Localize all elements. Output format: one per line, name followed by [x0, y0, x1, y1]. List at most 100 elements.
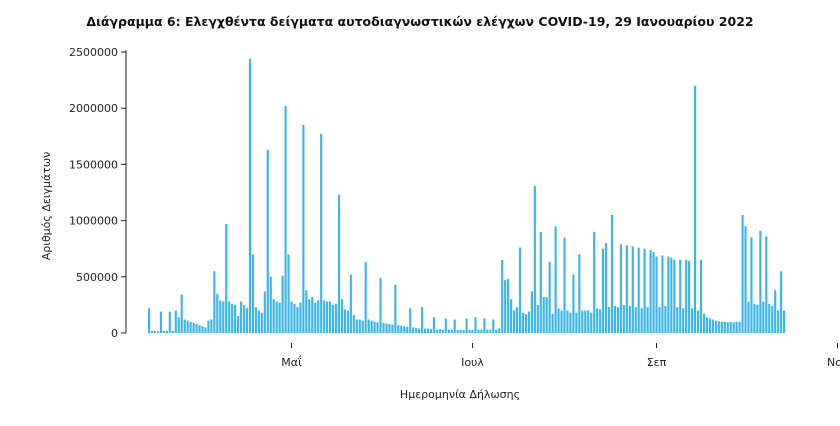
bar — [343, 309, 346, 333]
bar — [539, 231, 542, 333]
bar — [248, 58, 252, 334]
bar — [599, 309, 602, 333]
y-axis-label: Αριθμός Δειγμάτων — [40, 152, 53, 261]
bar — [234, 304, 237, 333]
bar — [192, 322, 195, 333]
bar — [515, 307, 519, 333]
bar — [323, 300, 326, 333]
bar — [349, 274, 352, 333]
bar — [664, 306, 667, 333]
bar — [492, 319, 495, 333]
bar — [237, 316, 240, 333]
bar — [198, 325, 201, 333]
bar — [551, 313, 554, 333]
bar — [162, 330, 165, 333]
bar — [542, 297, 545, 333]
bar — [453, 319, 456, 333]
bar — [148, 308, 151, 333]
bar — [524, 313, 528, 333]
bar — [581, 310, 584, 333]
bar — [613, 306, 617, 333]
bar — [607, 307, 611, 333]
bar — [557, 308, 560, 333]
x-tick-label: Ιουλ — [461, 356, 484, 369]
bar — [533, 185, 536, 333]
bar — [213, 271, 216, 333]
bar — [409, 308, 412, 333]
bar — [530, 291, 533, 333]
bar — [604, 243, 608, 333]
bar — [498, 328, 501, 333]
bar — [783, 310, 786, 333]
bar — [578, 254, 581, 333]
bar — [391, 324, 394, 333]
bar — [216, 293, 219, 333]
bar — [358, 319, 361, 333]
bar — [275, 301, 278, 333]
x-axis-label: Ημερομηνία Δήλωσης — [400, 388, 520, 401]
bar — [717, 321, 720, 333]
bar — [355, 319, 358, 333]
bar — [726, 322, 729, 333]
bar — [352, 315, 355, 333]
bar — [765, 236, 768, 333]
bar — [501, 259, 504, 333]
bar — [480, 329, 483, 333]
bar — [513, 310, 516, 333]
bar — [334, 303, 338, 333]
bar — [507, 279, 510, 333]
y-tick-label: 2500000 — [69, 46, 118, 59]
y-tick-label: 2000000 — [69, 102, 118, 115]
bar — [756, 304, 759, 333]
bar — [406, 326, 409, 333]
bar — [423, 328, 427, 333]
bar — [468, 330, 471, 333]
bar — [385, 323, 388, 333]
bar — [293, 303, 296, 333]
bar — [521, 312, 525, 333]
bar — [560, 310, 563, 333]
bar — [602, 248, 605, 333]
bar — [738, 321, 741, 333]
bar — [462, 330, 465, 333]
bar — [251, 254, 254, 333]
bar — [308, 299, 311, 333]
bar — [610, 214, 614, 333]
bar — [231, 303, 234, 333]
bar — [593, 231, 596, 333]
bar — [658, 307, 661, 333]
bar — [222, 301, 225, 333]
bar — [566, 310, 569, 333]
bar — [331, 304, 335, 333]
bar — [228, 301, 231, 333]
bar — [201, 326, 204, 333]
bar — [575, 312, 578, 333]
bar — [768, 303, 771, 333]
bar — [753, 303, 756, 333]
bar — [370, 320, 373, 333]
bar — [631, 246, 634, 333]
bar — [287, 254, 290, 333]
bar — [450, 329, 453, 333]
bar — [186, 320, 189, 333]
bar — [554, 226, 557, 333]
bar — [510, 299, 513, 333]
y-tick-label: 1500000 — [69, 158, 118, 171]
bar — [596, 308, 599, 333]
bar — [418, 328, 421, 333]
bar — [266, 149, 269, 333]
bar — [397, 325, 400, 333]
bar — [652, 252, 655, 333]
bar — [495, 329, 498, 333]
bar — [548, 262, 551, 333]
bar — [477, 329, 480, 333]
bar — [278, 302, 281, 333]
bar — [622, 304, 625, 333]
bar — [429, 329, 433, 333]
bar — [317, 300, 320, 333]
bar — [421, 307, 424, 333]
bar — [729, 321, 732, 333]
bar — [759, 230, 762, 333]
x-axis-ticks: ΜαΐΙουλΣεπΝοεΙαν — [281, 343, 840, 369]
